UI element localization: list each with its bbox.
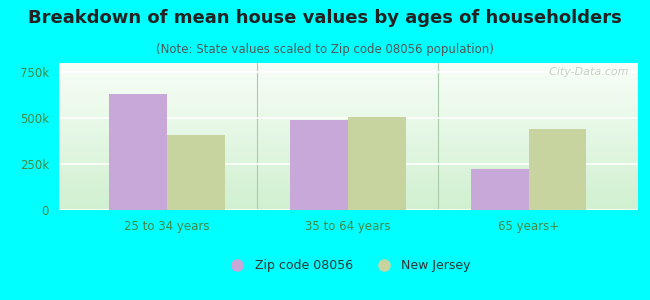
Text: City-Data.com: City-Data.com xyxy=(542,68,629,77)
Text: (Note: State values scaled to Zip code 08056 population): (Note: State values scaled to Zip code 0… xyxy=(156,44,494,56)
Text: Breakdown of mean house values by ages of householders: Breakdown of mean house values by ages o… xyxy=(28,9,622,27)
Bar xyxy=(471,169,528,210)
Bar xyxy=(290,120,348,210)
Bar xyxy=(109,94,167,210)
Bar xyxy=(167,135,225,210)
Bar xyxy=(348,117,406,210)
Bar xyxy=(528,129,586,210)
Legend: Zip code 08056, New Jersey: Zip code 08056, New Jersey xyxy=(220,254,476,277)
